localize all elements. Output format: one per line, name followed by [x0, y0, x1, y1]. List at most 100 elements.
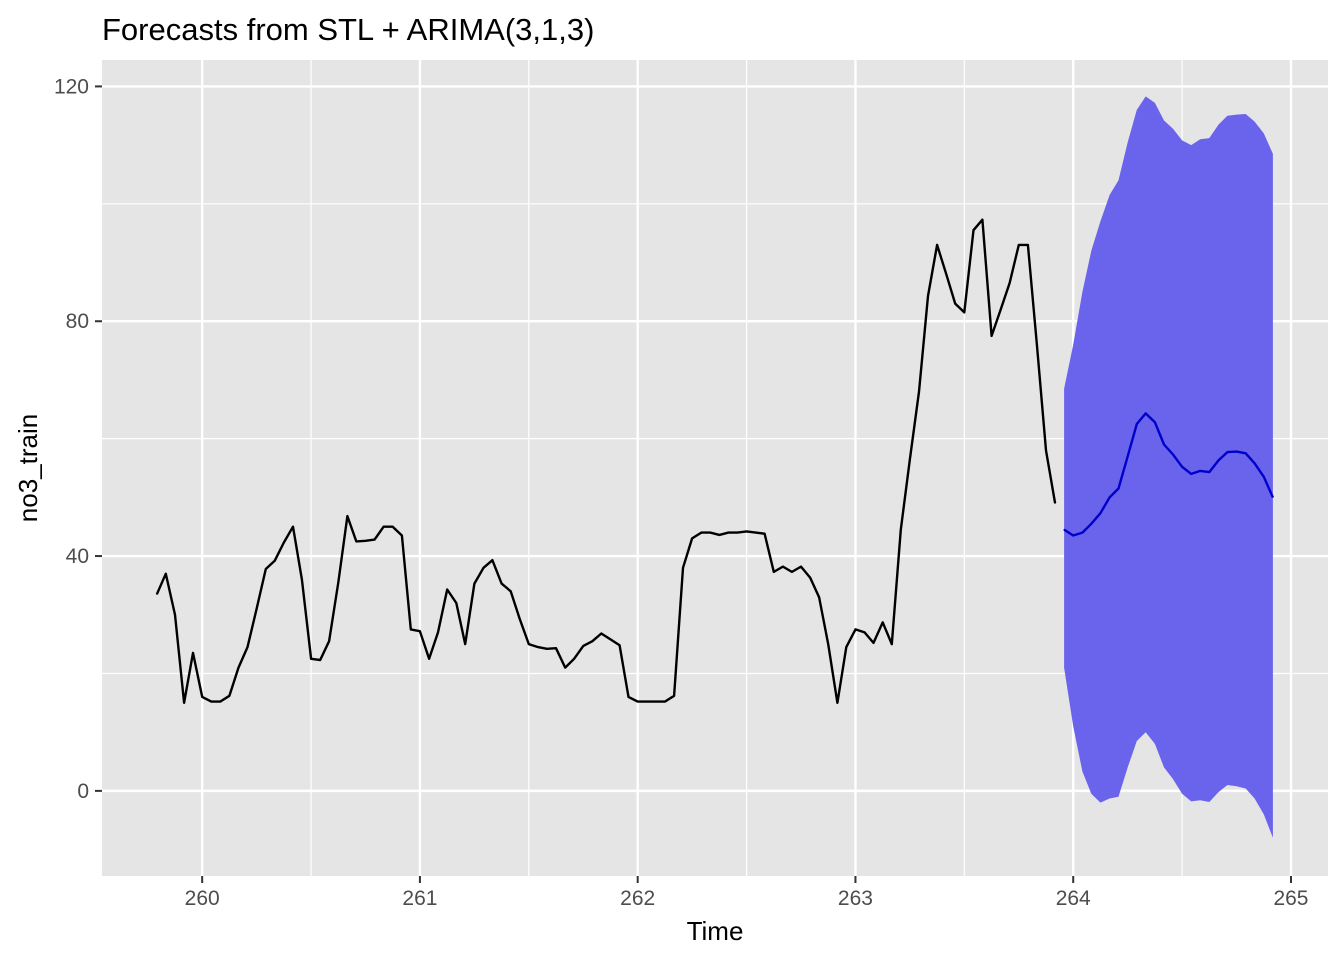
observed-data-point: [1018, 244, 1020, 246]
grid-lines: [102, 60, 1328, 876]
x-tick-label: 261: [402, 887, 437, 910]
forecast-data-point: [1263, 476, 1265, 478]
observed-data-point: [891, 643, 893, 645]
observed-data-point: [419, 630, 421, 632]
observed-data-point: [991, 335, 993, 337]
y-tick-label: 40: [66, 545, 89, 568]
observed-data-point: [337, 581, 339, 584]
observed-data-point: [918, 391, 920, 393]
forecast-data-point: [1254, 462, 1256, 464]
observed-data-point: [428, 658, 430, 660]
forecast-data-point: [1072, 534, 1074, 537]
forecast-series-line: [1063, 412, 1274, 537]
observed-data-point: [691, 537, 693, 540]
observed-data-point: [292, 526, 294, 528]
forecast-data-point: [1117, 487, 1120, 490]
observed-data-point: [827, 643, 829, 645]
observed-data-point: [555, 647, 557, 649]
observed-data-point: [392, 526, 394, 528]
y-tick-label: 80: [66, 310, 89, 333]
observed-data-point: [809, 577, 811, 579]
observed-data-point: [482, 567, 485, 569]
observed-data-point: [655, 701, 657, 703]
observed-data-point: [673, 695, 675, 697]
observed-data-point: [609, 638, 612, 641]
observed-data-point: [328, 640, 330, 642]
prediction-interval: [1064, 96, 1273, 838]
observed-data-point: [491, 559, 493, 561]
observed-data-point: [727, 532, 730, 534]
observed-data-point: [228, 695, 230, 697]
observed-data-point: [446, 588, 448, 591]
observed-data-point: [210, 701, 212, 703]
observed-data-point: [283, 542, 285, 544]
observed-data-point: [546, 648, 548, 650]
observed-data-point: [464, 643, 466, 645]
forecast-data-point: [1163, 443, 1165, 446]
observed-data-point: [682, 567, 684, 569]
forecast-data-point: [1063, 529, 1065, 531]
observed-data-point: [156, 593, 158, 595]
forecast-data-point: [1172, 453, 1174, 456]
observed-data-point: [718, 534, 721, 536]
observed-data-point: [954, 303, 956, 305]
observed-data-point: [501, 583, 503, 585]
observed-data-point: [619, 644, 621, 646]
x-tick-label: 262: [620, 887, 655, 910]
observed-data-point: [201, 696, 203, 698]
observed-data-point: [274, 560, 276, 562]
observed-data-point: [627, 696, 630, 698]
observed-data-point: [528, 643, 530, 645]
observed-data-point: [383, 526, 385, 528]
forecast-data-point: [1127, 455, 1129, 457]
forecast-data-point: [1145, 412, 1147, 414]
forecast-data-point: [1217, 459, 1220, 461]
observed-data-point: [246, 646, 249, 648]
observed-data-point: [1054, 502, 1056, 504]
observed-data-point: [319, 659, 321, 661]
observed-data-point: [782, 566, 784, 568]
x-tick-label: 260: [185, 887, 220, 910]
observed-data-point: [909, 458, 911, 460]
observed-data-point: [265, 568, 267, 570]
y-tick-label: 120: [54, 75, 89, 98]
observed-data-point: [709, 532, 711, 534]
forecast-data-point: [1136, 423, 1138, 425]
chart-title: Forecasts from STL + ARIMA(3,1,3): [102, 12, 594, 47]
observed-data-point: [301, 578, 303, 581]
observed-data-point: [600, 632, 602, 635]
observed-data-point: [310, 658, 312, 660]
prediction-interval-band: [1064, 96, 1273, 838]
observed-data-point: [854, 628, 857, 631]
observed-data-point: [736, 532, 739, 534]
observed-data-point: [927, 295, 929, 297]
observed-data-point: [473, 583, 475, 585]
x-tick-label: 265: [1273, 887, 1308, 910]
observed-data-point: [1000, 308, 1002, 311]
observed-data-point: [1036, 344, 1038, 346]
forecast-data-point: [1199, 470, 1201, 472]
observed-data-point: [637, 701, 639, 703]
observed-data-point: [183, 702, 185, 704]
observed-data-point: [945, 273, 947, 275]
observed-data-point: [773, 571, 775, 573]
observed-data-point: [437, 631, 439, 634]
observed-data-point: [519, 618, 521, 620]
observed-data-point: [936, 244, 938, 246]
observed-data-point: [174, 614, 176, 616]
x-tick-label: 263: [838, 887, 873, 910]
observed-data-point: [900, 529, 902, 531]
forecast-data-point: [1109, 496, 1111, 498]
y-tick-label: 0: [77, 780, 89, 803]
observed-data-point: [646, 701, 648, 703]
forecast-data-point: [1272, 496, 1274, 498]
forecast-data-point: [1090, 523, 1092, 525]
observed-data-point: [564, 667, 566, 669]
observed-data-point: [963, 311, 965, 313]
observed-data-point: [1045, 449, 1047, 451]
observed-data-point: [237, 667, 240, 669]
observed-data-point: [591, 640, 594, 642]
observed-data-point: [510, 590, 512, 592]
observed-data-point: [746, 530, 748, 533]
